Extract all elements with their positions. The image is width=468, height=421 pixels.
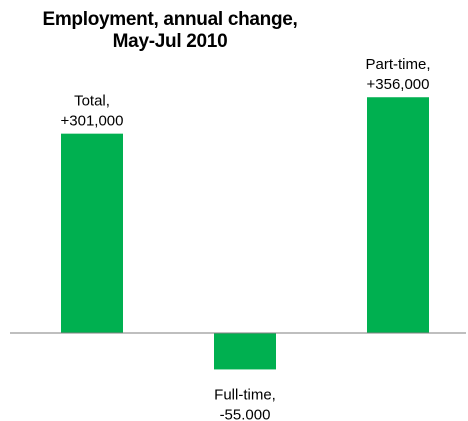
bar-part-time [367, 97, 429, 333]
data-label-full-time-line-2: -55.000 [220, 406, 271, 421]
chart-title-line-1: Employment, annual change, [42, 9, 298, 30]
data-label-total-line-2: +301,000 [61, 113, 124, 130]
data-label-part-time-line-2: +356,000 [367, 76, 430, 93]
data-label-total-line-1: Total, [74, 93, 110, 110]
chart-title-line-2: May-Jul 2010 [112, 31, 228, 52]
data-label-part-time-line-1: Part-time, [365, 56, 430, 73]
bar-total [61, 133, 123, 333]
data-label-full-time-line-1: Full-time, [214, 386, 276, 403]
chart-title: Employment, annual change, May-Jul 2010 [0, 9, 340, 53]
bar-full-time [214, 333, 276, 370]
